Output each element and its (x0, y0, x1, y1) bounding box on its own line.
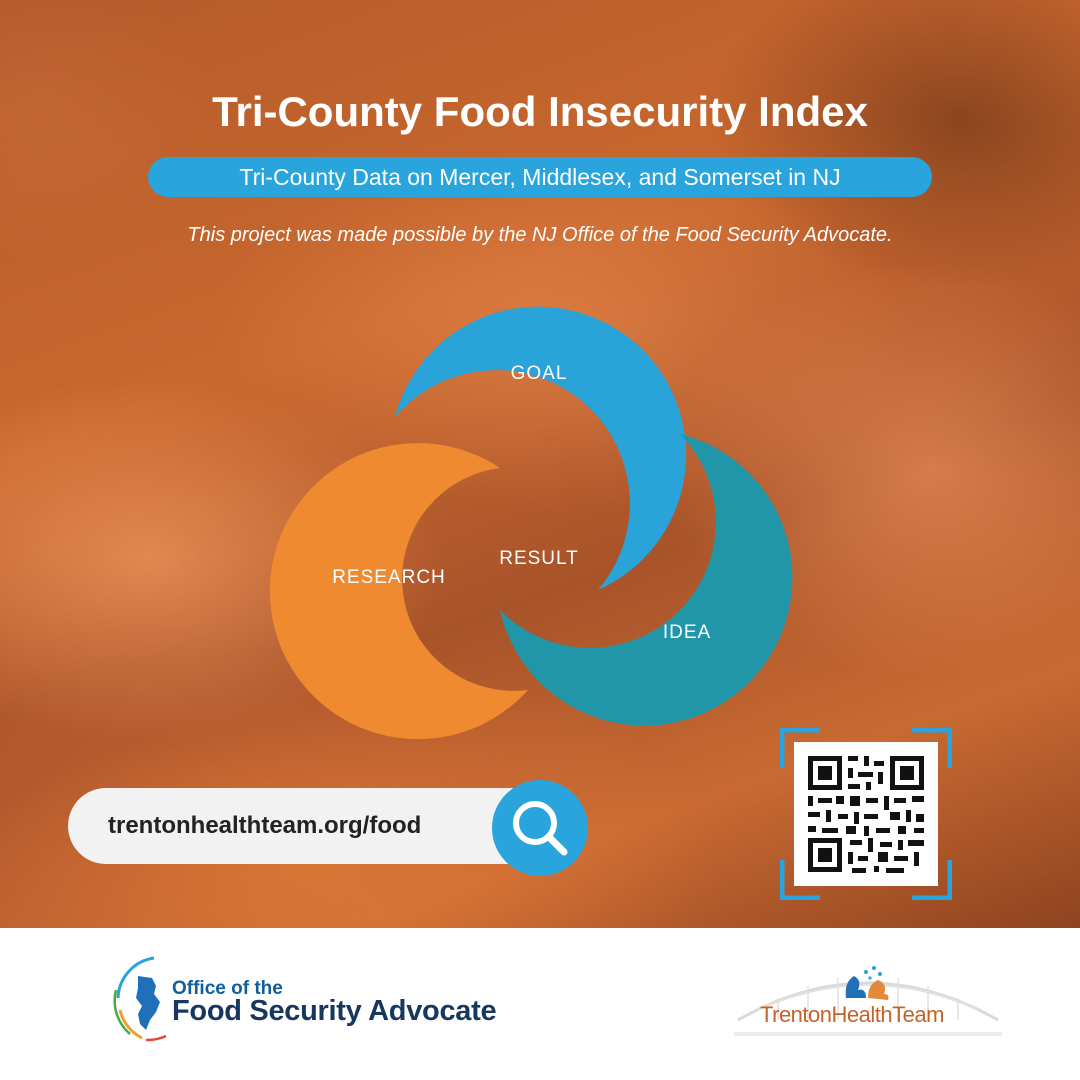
tht-wordmark: TrentonHealthTeam (760, 1002, 944, 1027)
search-button[interactable] (492, 780, 588, 876)
credit-text: This project was made possible by the NJ… (187, 224, 893, 246)
url-text[interactable]: trentonhealthteam.org/food (108, 812, 422, 839)
search-icon (513, 801, 568, 856)
research-label: RESEARCH (332, 567, 446, 588)
page-title: Tri-County Food Insecurity Index (212, 88, 868, 135)
idea-segment (500, 434, 793, 726)
osa-line2: Food Security Advocate (172, 995, 497, 1027)
osa-logo (113, 956, 167, 1042)
footer (0, 928, 1080, 1080)
cycle-diagram: GOAL RESEARCH IDEA RESULT (269, 306, 793, 740)
goal-label: GOAL (511, 363, 568, 384)
tht-logo (734, 966, 1002, 1036)
idea-label: IDEA (663, 622, 711, 643)
qr-code[interactable] (780, 728, 952, 900)
qr-code-icon (794, 742, 938, 886)
osa-line1: Office of the (172, 978, 283, 999)
url-bar[interactable] (68, 788, 548, 864)
qr-frame-icon (780, 728, 952, 900)
research-segment (269, 443, 528, 740)
goal-segment (395, 306, 687, 590)
subtitle-pill: Tri-County Data on Mercer, Middlesex, an… (148, 157, 932, 197)
result-label: RESULT (499, 548, 579, 569)
